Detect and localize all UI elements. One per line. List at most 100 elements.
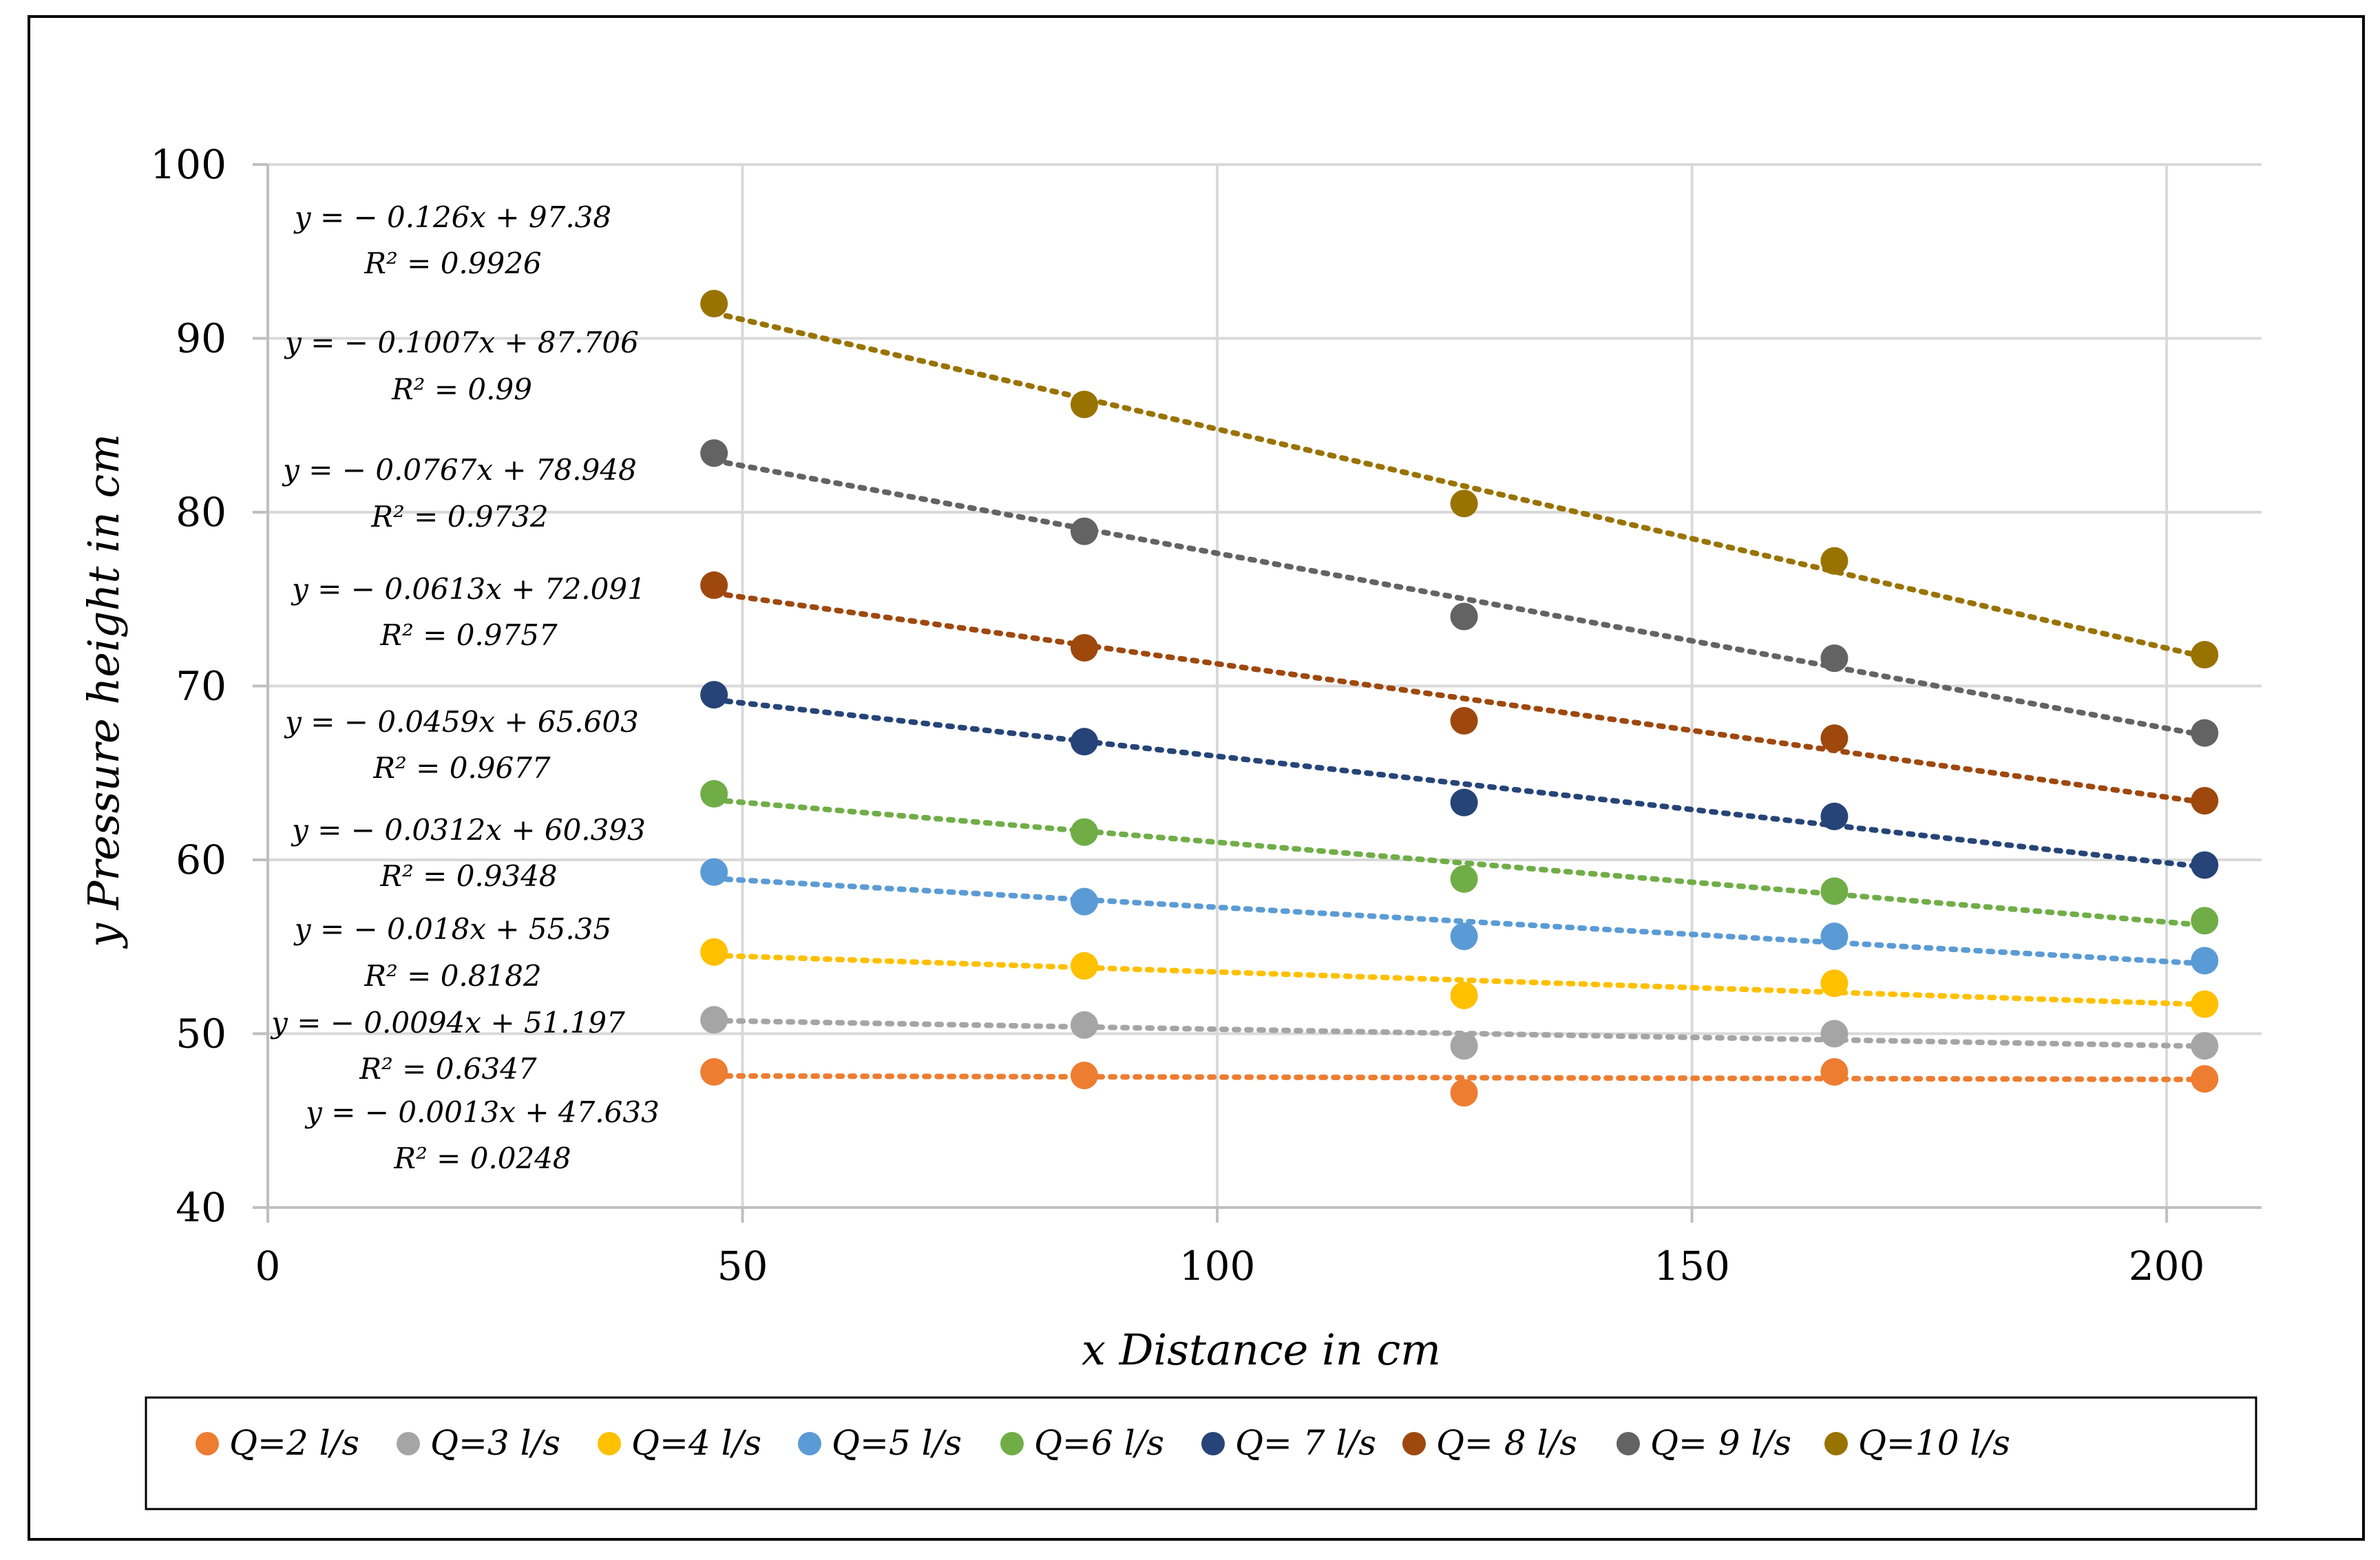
trendline-equation: y = − 0.0459x + 65.603 <box>284 705 639 739</box>
x-axis-title: x Distance in cm <box>1082 1325 1441 1375</box>
legend-label: Q= 8 l/s <box>1436 1423 1577 1463</box>
data-point <box>700 858 728 886</box>
legend-marker <box>196 1432 219 1455</box>
data-point <box>1070 818 1098 846</box>
data-point <box>1820 547 1849 575</box>
trendline-equations: y = − 0.126x + 97.38 R² = 0.9926 y = − 0.1… <box>270 200 660 1175</box>
trendline-r2: R² = 0.9926 <box>364 246 541 280</box>
x-tick-label: 200 <box>2129 1243 2205 1289</box>
data-point <box>1070 1062 1098 1090</box>
data-point <box>2191 641 2219 669</box>
data-point <box>1820 1058 1849 1086</box>
x-tick-label: 50 <box>717 1243 768 1289</box>
legend-marker <box>1824 1432 1848 1455</box>
legend-label: Q=3 l/s <box>430 1423 560 1463</box>
trendline-7 <box>711 590 2208 805</box>
y-axis-title: y Pressure height in cm <box>78 434 129 949</box>
legend-marker <box>1000 1432 1024 1455</box>
axes <box>253 163 2262 1223</box>
trendline-3 <box>711 952 2208 1008</box>
trendline-4 <box>711 876 2208 967</box>
figure-frame <box>28 15 2365 1541</box>
trendline-6 <box>711 697 2208 870</box>
trendline-equation: y = − 0.0312x + 60.393 <box>291 813 646 847</box>
tick-labels: 40 50 60 70 80 90 100 0 50 100 150 200 <box>150 141 2204 1289</box>
data-point <box>1820 1020 1849 1048</box>
data-point <box>1820 969 1849 998</box>
legend-label: Q=5 l/s <box>832 1423 962 1463</box>
data-point <box>2191 719 2219 747</box>
data-point <box>1070 390 1098 419</box>
data-points <box>700 290 2219 1107</box>
data-point <box>1070 517 1098 545</box>
trendline-r2: R² = 0.9348 <box>379 859 557 893</box>
y-tick-label: 80 <box>176 489 227 536</box>
legend-label: Q= 9 l/s <box>1650 1423 1791 1463</box>
x-tick-label: 100 <box>1179 1243 1256 1289</box>
data-point <box>1450 1032 1478 1060</box>
data-point <box>1450 602 1478 631</box>
y-tick-label: 40 <box>176 1184 227 1231</box>
legend-box <box>145 1396 2257 1510</box>
data-point <box>700 1006 728 1034</box>
data-point <box>700 439 728 467</box>
data-point <box>1820 724 1849 752</box>
legend-label: Q=4 l/s <box>631 1423 761 1463</box>
data-point <box>1450 1079 1478 1107</box>
data-point <box>1070 1011 1098 1039</box>
trendline-r2: R² = 0.8182 <box>364 959 541 993</box>
legend-marker <box>1402 1432 1426 1455</box>
trendline-r2: R² = 0.9732 <box>370 500 548 534</box>
data-point <box>2191 1032 2219 1060</box>
trendline-8 <box>711 457 2208 739</box>
trendline-equation: y = − 0.018x + 55.35 <box>293 912 611 946</box>
legend-label: Q=2 l/s <box>229 1423 359 1463</box>
trendline-equation: y = − 0.1007x + 87.706 <box>284 326 639 359</box>
trendline-r2: R² = 0.6347 <box>359 1052 537 1086</box>
trendline-equation: y = − 0.126x + 97.38 <box>293 200 611 234</box>
data-point <box>1070 952 1098 980</box>
trendlines <box>711 310 2208 1082</box>
data-point <box>2191 947 2219 975</box>
y-tick-label: 100 <box>150 141 227 188</box>
data-point <box>700 571 728 600</box>
legend-marker <box>397 1432 420 1455</box>
data-point <box>1450 489 1478 518</box>
y-tick-label: 90 <box>176 315 227 362</box>
data-point <box>700 780 728 808</box>
data-point <box>1820 644 1849 673</box>
trendline-r2: R² = 0.99 <box>391 372 532 406</box>
legend-label: Q= 7 l/s <box>1235 1423 1376 1463</box>
trendline-equation: y = − 0.0013x + 47.633 <box>304 1095 660 1129</box>
legend-marker <box>1616 1432 1640 1455</box>
trendline-1 <box>711 1073 2208 1082</box>
data-point <box>2191 907 2219 935</box>
data-point <box>2191 851 2219 879</box>
trendline-equation: y = − 0.0094x + 51.197 <box>270 1006 625 1040</box>
data-point <box>700 290 728 317</box>
y-tick-label: 60 <box>176 836 227 883</box>
data-point <box>2191 990 2219 1018</box>
data-point <box>1070 633 1098 662</box>
x-tick-label: 0 <box>255 1243 281 1289</box>
data-point <box>1820 923 1849 951</box>
grid <box>266 163 2262 1209</box>
trendline-r2: R² = 0.9677 <box>372 751 551 785</box>
legend-marker <box>598 1432 621 1455</box>
x-tick-label: 150 <box>1654 1243 1730 1289</box>
legend-label: Q=6 l/s <box>1034 1423 1164 1463</box>
data-point <box>1450 788 1478 816</box>
trendline-9 <box>711 310 2208 660</box>
legend-label: Q=10 l/s <box>1858 1423 2010 1463</box>
data-point <box>1450 707 1478 735</box>
y-tick-label: 50 <box>176 1011 227 1057</box>
trendline-r2: R² = 0.9757 <box>379 618 558 652</box>
legend-marker <box>1201 1432 1225 1455</box>
trendline-equation: y = − 0.0613x + 72.091 <box>291 572 646 606</box>
trendline-equation: y = − 0.0767x + 78.948 <box>282 453 637 487</box>
trendline-r2: R² = 0.0248 <box>393 1141 571 1175</box>
data-point <box>700 938 728 966</box>
legend: Q=2 l/s Q=3 l/s Q=4 l/s Q=5 l/s Q=6 l/s Q= 7 … <box>196 1423 2010 1463</box>
data-point <box>700 681 728 709</box>
